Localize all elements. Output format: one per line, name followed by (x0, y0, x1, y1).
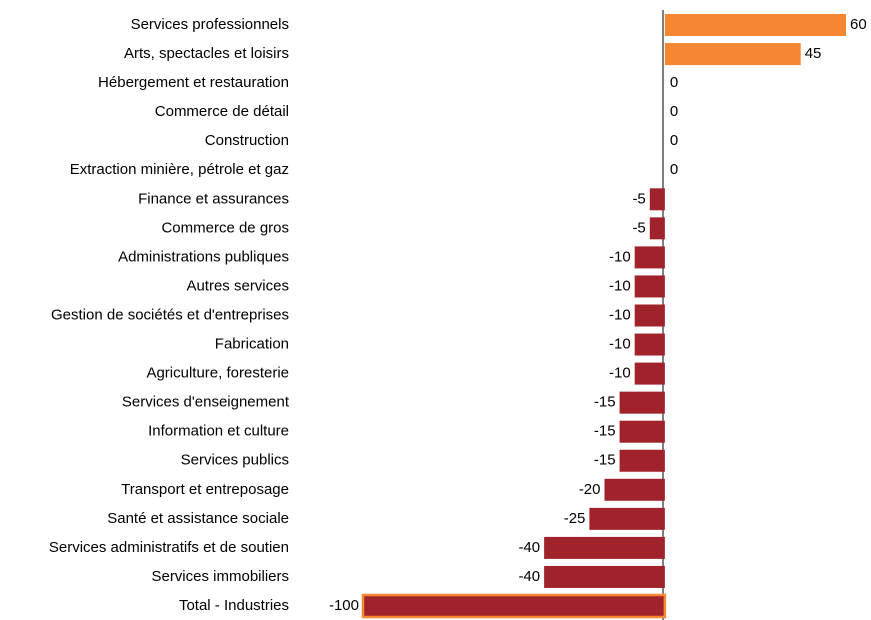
value-label: -15 (594, 394, 616, 411)
bar (589, 507, 665, 530)
category-label: Administrations publiques (118, 248, 289, 265)
bar (664, 14, 846, 36)
bar (634, 275, 665, 298)
value-label: -15 (594, 452, 616, 469)
bar (619, 449, 665, 472)
category-label: Agriculture, foresterie (146, 365, 289, 382)
value-label: -15 (594, 423, 616, 440)
bar (634, 362, 665, 385)
bar (619, 420, 665, 443)
value-label: -25 (564, 510, 586, 527)
category-label: Commerce de gros (161, 219, 289, 236)
category-label: Services d'enseignement (122, 394, 290, 411)
bar (634, 304, 665, 327)
value-label: -10 (609, 277, 631, 294)
category-label: Autres services (186, 277, 289, 294)
value-label: -40 (518, 539, 540, 556)
category-label: Gestion de sociétés et d'entreprises (51, 306, 289, 323)
category-label: Transport et entreposage (121, 481, 289, 498)
value-label: -40 (518, 568, 540, 585)
value-label: -5 (632, 190, 645, 207)
bar (619, 391, 665, 414)
value-label: -20 (579, 481, 601, 498)
category-label: Commerce de détail (155, 103, 289, 120)
value-label: -10 (609, 248, 631, 265)
value-label: -10 (609, 306, 631, 323)
category-label: Services immobiliers (151, 568, 289, 585)
category-label: Fabrication (215, 336, 289, 353)
value-label: 0 (670, 161, 678, 178)
bar (634, 246, 665, 269)
value-label: 0 (670, 103, 678, 120)
category-label: Services publics (181, 452, 289, 469)
value-label: -100 (329, 597, 359, 614)
category-label: Services professionnels (131, 16, 289, 33)
value-label: -10 (609, 365, 631, 382)
value-label: -5 (632, 219, 645, 236)
value-label: -10 (609, 336, 631, 353)
bar (649, 217, 665, 240)
bar (664, 43, 801, 66)
bar (544, 565, 665, 588)
category-label: Total - Industries (179, 597, 289, 614)
category-label: Santé et assistance sociale (107, 510, 289, 527)
category-label: Arts, spectacles et loisirs (124, 45, 289, 62)
value-label: 45 (805, 45, 822, 62)
category-label: Construction (205, 132, 289, 149)
value-label: 0 (670, 74, 678, 91)
category-label: Hébergement et restauration (98, 74, 289, 91)
bar (649, 188, 665, 211)
value-label: 60 (850, 16, 867, 33)
category-label: Information et culture (148, 423, 289, 440)
bar (361, 593, 667, 619)
category-label: Services administratifs et de soutien (49, 539, 289, 556)
bar (604, 478, 665, 501)
category-label: Extraction minière, pétrole et gaz (70, 161, 289, 178)
value-label: 0 (670, 132, 678, 149)
category-label: Finance et assurances (138, 190, 289, 207)
bar (634, 333, 665, 356)
bar (544, 536, 665, 559)
